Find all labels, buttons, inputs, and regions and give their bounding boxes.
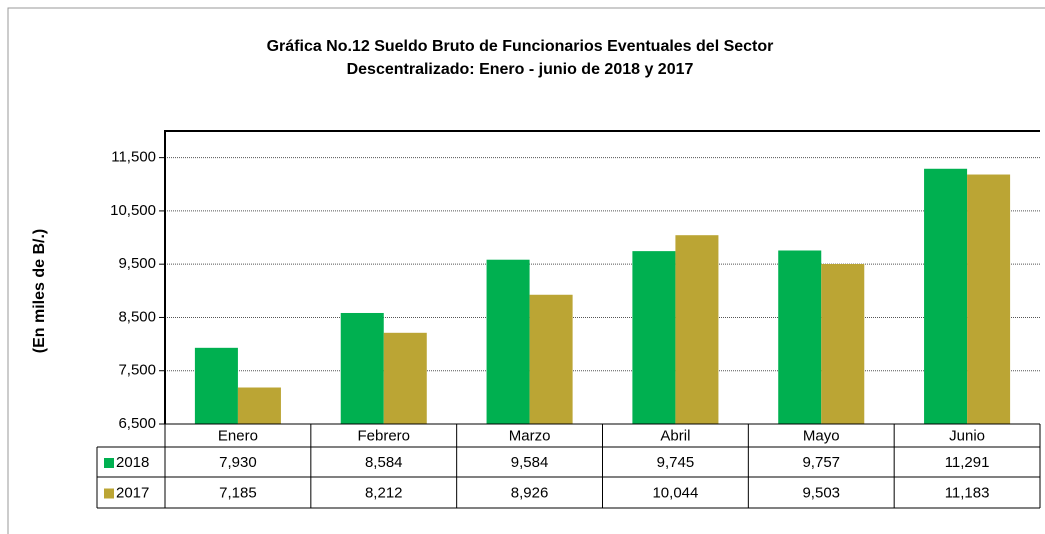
bar — [486, 259, 530, 424]
bar — [924, 168, 968, 424]
x-tick-label: Enero — [218, 427, 258, 444]
bar — [529, 294, 573, 424]
data-label: 9,584 — [511, 454, 549, 471]
y-axis-label: (En miles de B/.) — [31, 229, 48, 353]
bar — [237, 387, 281, 424]
bar — [194, 347, 238, 424]
chart-subtitle: Descentralizado: Enero - junio de 2018 y… — [347, 61, 694, 78]
plot-frame — [164, 130, 1040, 424]
chart-title: Gráfica No.12 Sueldo Bruto de Funcionari… — [267, 38, 774, 55]
x-tick-label: Abril — [660, 427, 690, 444]
legend-label: 2017 — [116, 484, 149, 501]
data-label: 11,291 — [945, 454, 990, 471]
data-label: 7,185 — [219, 484, 257, 501]
bar — [383, 332, 427, 424]
x-tick-label: Marzo — [509, 427, 551, 444]
y-tick-label: 8,500 — [118, 308, 156, 325]
data-label: 7,930 — [219, 454, 257, 471]
bar — [340, 312, 384, 424]
data-label: 9,757 — [802, 454, 840, 471]
y-tick-label: 9,500 — [118, 255, 156, 272]
data-label: 8,212 — [365, 484, 403, 501]
x-tick-label: Junio — [949, 427, 985, 444]
data-label: 8,926 — [511, 484, 549, 501]
data-label: 10,044 — [652, 484, 698, 501]
data-label: 8,584 — [365, 454, 403, 471]
x-tick-label: Mayo — [803, 427, 840, 444]
y-tick-label: 7,500 — [118, 362, 156, 379]
legend-swatch — [104, 488, 114, 499]
bar — [632, 251, 676, 424]
data-label: 9,503 — [802, 484, 840, 501]
x-tick-label: Febrero — [357, 427, 410, 444]
legend-label: 2018 — [116, 454, 149, 471]
y-tick-label: 6,500 — [118, 415, 156, 432]
chart-border — [7, 7, 1045, 534]
legend-swatch — [104, 458, 114, 468]
bar — [967, 174, 1011, 424]
data-label: 11,183 — [945, 484, 990, 501]
bar — [821, 264, 865, 424]
y-tick-label: 11,500 — [111, 149, 156, 166]
bar — [778, 250, 822, 424]
data-label: 9,745 — [657, 454, 695, 471]
bar — [675, 235, 719, 424]
y-tick-label: 10,500 — [110, 202, 156, 219]
